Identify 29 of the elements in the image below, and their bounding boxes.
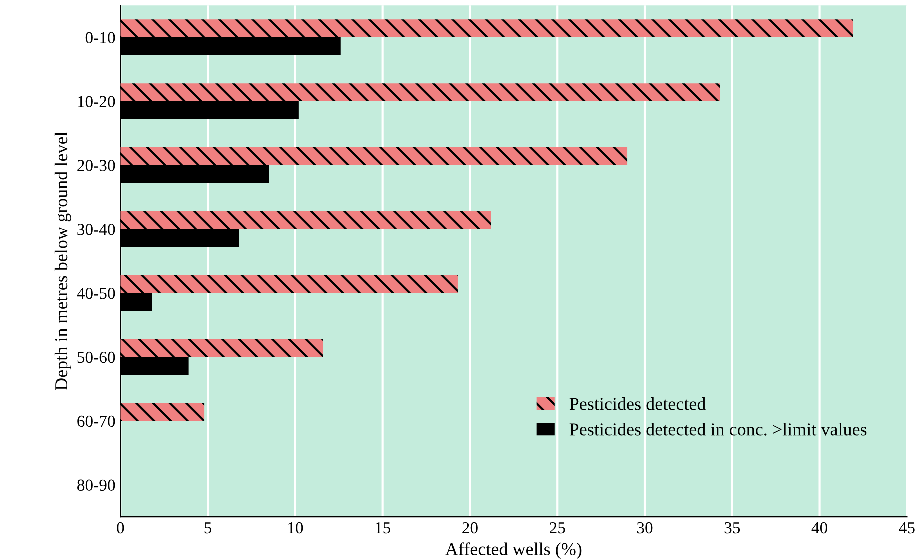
y-tick-label: 30-40 [78, 224, 116, 236]
x-tick-label: 20 [462, 522, 478, 534]
y-tick-label: 20-30 [78, 160, 116, 172]
x-tick-label: 40 [812, 522, 828, 534]
x-axis-title: Affected wells (%) [446, 542, 582, 559]
bar [120, 148, 628, 166]
bar [120, 20, 853, 38]
y-tick-label: 50-60 [78, 352, 116, 364]
y-tick-label: 80-90 [78, 480, 116, 492]
x-tick-label: 0 [117, 522, 124, 534]
legend-label: Pesticides detected [570, 398, 706, 410]
x-tick-label: 45 [899, 522, 915, 534]
y-axis-title: Depth in metres below ground level [54, 132, 72, 390]
y-tick-label: 40-50 [77, 288, 116, 300]
legend-label: Pesticides detected in conc. >limit values [570, 423, 867, 436]
y-tick-label: 60-70 [78, 416, 116, 428]
y-tick-label: 0-10 [86, 32, 116, 44]
x-tick-label: 35 [724, 522, 740, 534]
y-tick-label: 10-20 [78, 96, 116, 108]
bar [120, 403, 205, 422]
bar [120, 339, 324, 358]
x-tick-label: 10 [288, 522, 304, 534]
x-tick-label: 30 [637, 522, 653, 534]
x-tick-label: 25 [550, 522, 566, 534]
bar [120, 84, 720, 102]
bar [120, 211, 492, 230]
x-tick-label: 15 [376, 522, 391, 534]
bar [120, 275, 458, 294]
x-tick-label: 5 [204, 522, 212, 534]
